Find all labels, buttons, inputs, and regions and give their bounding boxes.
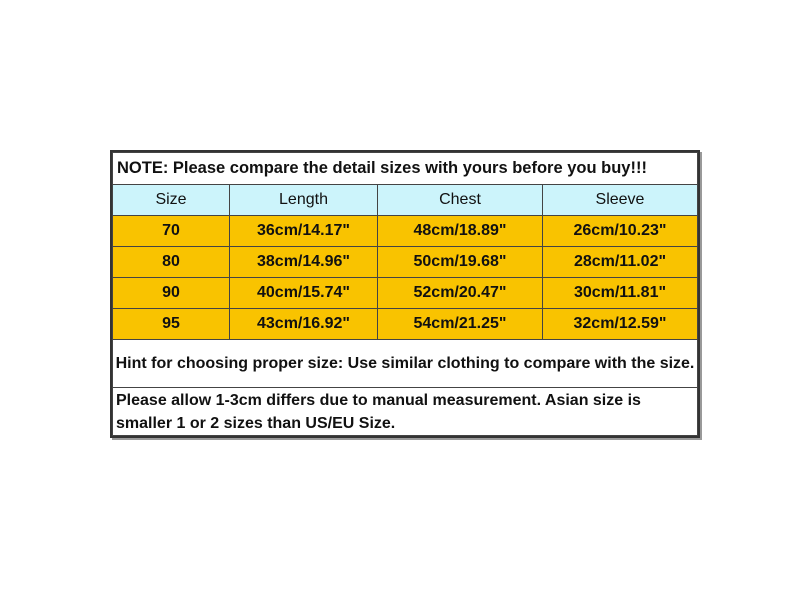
cell: 52cm/20.47" [377, 277, 543, 309]
cell: 70 [112, 215, 230, 247]
cell: 95 [112, 308, 230, 340]
cell: 48cm/18.89" [377, 215, 543, 247]
hint-text: Hint for choosing proper size: Use simil… [112, 339, 698, 388]
cell: 28cm/11.02" [542, 246, 698, 278]
cell: 54cm/21.25" [377, 308, 543, 340]
table-row: 70 36cm/14.17" 48cm/18.89" 26cm/10.23" [112, 215, 698, 247]
size-chart: NOTE: Please compare the detail sizes wi… [110, 150, 700, 438]
cell: 90 [112, 277, 230, 309]
header-chest: Chest [377, 184, 543, 216]
cell: 80 [112, 246, 230, 278]
table-row: 90 40cm/15.74" 52cm/20.47" 30cm/11.81" [112, 277, 698, 309]
header-length: Length [229, 184, 378, 216]
header-sleeve: Sleeve [542, 184, 698, 216]
cell: 38cm/14.96" [229, 246, 378, 278]
cell: 30cm/11.81" [542, 277, 698, 309]
table-row: 80 38cm/14.96" 50cm/19.68" 28cm/11.02" [112, 246, 698, 278]
header-size: Size [112, 184, 230, 216]
table-row: 95 43cm/16.92" 54cm/21.25" 32cm/12.59" [112, 308, 698, 340]
cell: 36cm/14.17" [229, 215, 378, 247]
cell: 26cm/10.23" [542, 215, 698, 247]
cell: 50cm/19.68" [377, 246, 543, 278]
cell: 40cm/15.74" [229, 277, 378, 309]
cell: 32cm/12.59" [542, 308, 698, 340]
note-text: NOTE: Please compare the detail sizes wi… [112, 152, 698, 185]
cell: 43cm/16.92" [229, 308, 378, 340]
footer-text: Please allow 1-3cm differs due to manual… [112, 387, 698, 436]
